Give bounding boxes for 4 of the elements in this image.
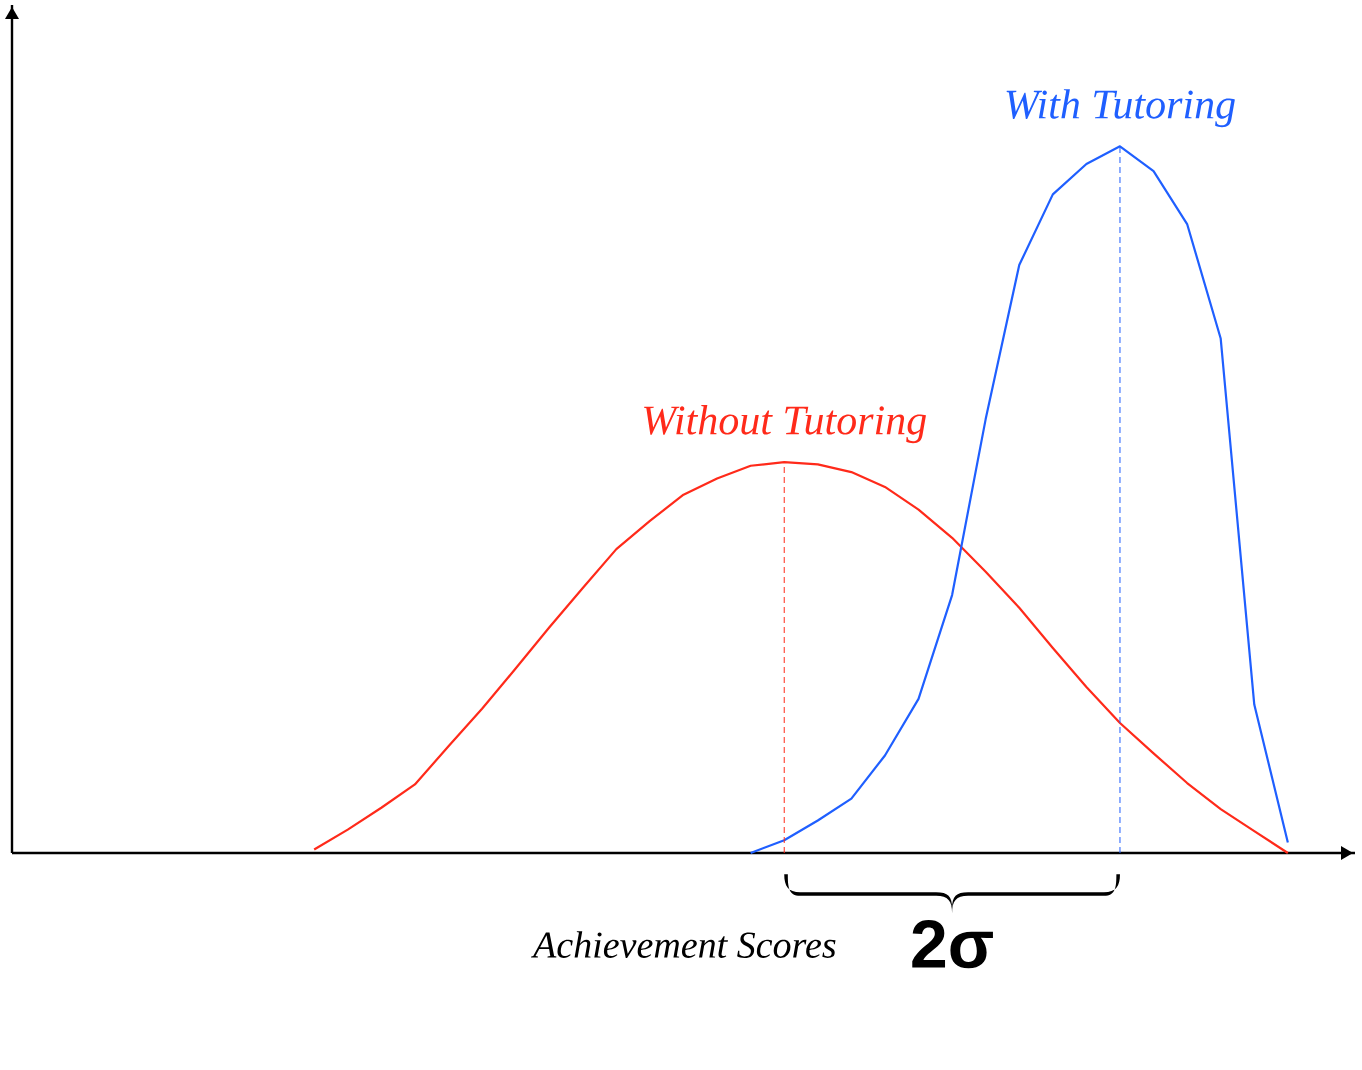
series-label: Without Tutoring [644,405,926,444]
series-label: With Tutoring [1006,89,1235,128]
x-axis-title: Achievement Scores [531,931,836,958]
text: 2σ [912,920,993,969]
